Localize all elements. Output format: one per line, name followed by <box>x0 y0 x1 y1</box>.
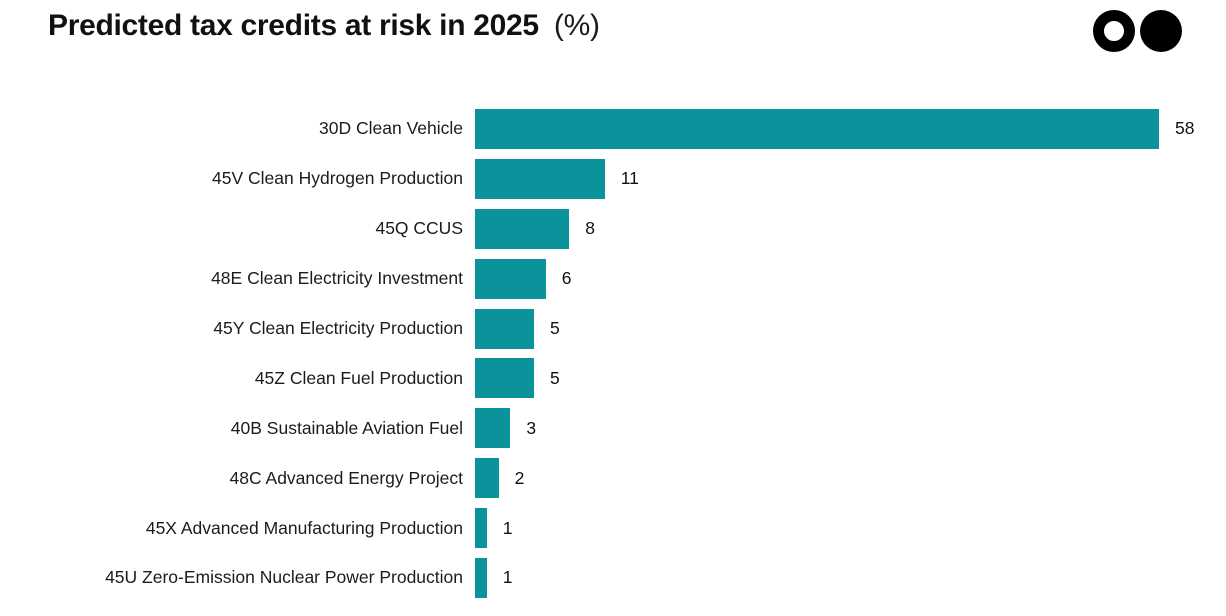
value-label: 8 <box>585 218 596 239</box>
bar-row: 45Y Clean Electricity Production 5 <box>0 304 1226 354</box>
bar <box>475 358 534 399</box>
value-label: 3 <box>526 417 537 438</box>
category-label: 45Z Clean Fuel Production <box>254 367 463 388</box>
bar <box>475 108 1159 149</box>
value-label: 1 <box>502 567 513 588</box>
value-label: 1 <box>502 517 513 538</box>
value-label: 58 <box>1175 118 1195 139</box>
logo-ring-circle-icon <box>1093 10 1135 52</box>
bar-row: 45Z Clean Fuel Production 5 <box>0 353 1226 403</box>
bar-track: 1 <box>475 557 513 598</box>
bar <box>475 508 487 549</box>
category-label: 48E Clean Electricity Investment <box>211 268 463 289</box>
category-label: 45Y Clean Electricity Production <box>213 318 463 338</box>
category-label: 48C Advanced Energy Project <box>229 467 463 488</box>
title-unit-suffix: (%) <box>553 9 600 42</box>
bar-row: 30D Clean Vehicle 58 <box>0 104 1226 154</box>
bar-row: 48C Advanced Energy Project 2 <box>0 453 1226 503</box>
bar-track: 1 <box>475 508 513 549</box>
value-label: 6 <box>561 268 572 289</box>
page-title: Predicted tax credits at risk in 2025 (%… <box>48 8 600 44</box>
bar-track: 8 <box>475 208 596 249</box>
bar-track: 2 <box>475 458 525 499</box>
logo-filled-circle-icon <box>1140 10 1182 52</box>
bar <box>475 408 511 449</box>
bar <box>475 258 546 299</box>
category-label: 45Q CCUS <box>375 218 463 239</box>
title-text: Predicted tax credits at risk in 2025 <box>48 9 539 42</box>
bar-row: 48E Clean Electricity Investment 6 <box>0 254 1226 304</box>
category-label: 30D Clean Vehicle <box>319 118 463 139</box>
bar-track: 6 <box>475 258 572 299</box>
logo <box>1093 10 1182 52</box>
bar-track: 11 <box>475 158 639 199</box>
bar-track: 5 <box>475 308 560 349</box>
bar <box>475 557 487 598</box>
bar-row: 45X Advanced Manufacturing Production 1 <box>0 503 1226 553</box>
value-label: 2 <box>514 467 525 488</box>
category-label: 45U Zero-Emission Nuclear Power Producti… <box>105 567 463 588</box>
bar <box>475 158 605 199</box>
category-label: 45V Clean Hydrogen Production <box>212 168 463 189</box>
bar-row: 45V Clean Hydrogen Production 11 <box>0 154 1226 204</box>
bar-chart: 30D Clean Vehicle 58 45V Clean Hydrogen … <box>0 104 1226 603</box>
bar-row: 45U Zero-Emission Nuclear Power Producti… <box>0 553 1226 603</box>
bar <box>475 208 570 249</box>
bar-row: 40B Sustainable Aviation Fuel 3 <box>0 403 1226 453</box>
bar-track: 3 <box>475 408 537 449</box>
value-label: 5 <box>550 318 560 338</box>
category-label: 45X Advanced Manufacturing Production <box>145 517 463 538</box>
bar <box>475 458 499 499</box>
bar-track: 5 <box>475 358 560 399</box>
value-label: 11 <box>620 168 639 189</box>
bar-row: 45Q CCUS 8 <box>0 204 1226 254</box>
bar-track: 58 <box>475 108 1195 149</box>
value-label: 5 <box>550 367 560 388</box>
bar <box>475 308 534 349</box>
category-label: 40B Sustainable Aviation Fuel <box>230 417 463 438</box>
